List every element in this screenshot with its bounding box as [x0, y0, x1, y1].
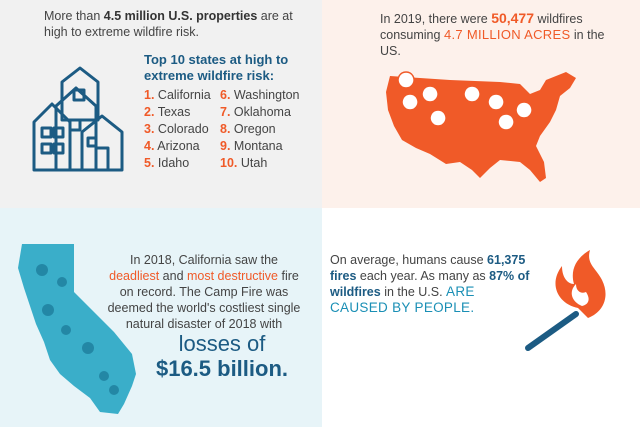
state-item: 3. Colorado: [144, 122, 209, 136]
state-item: 9. Montana: [220, 139, 283, 153]
state-item: 10. Utah: [220, 156, 268, 170]
top-states-title: Top 10 states at high to extreme wildfir…: [144, 52, 289, 83]
human-caused-text: On average, humans cause 61,375 fires ea…: [330, 253, 530, 315]
houses-icon: [32, 66, 124, 172]
state-item: 5. Idaho: [144, 156, 190, 170]
state-item: 2. Texas: [144, 105, 191, 119]
panel-properties-at-risk: More than 4.5 million U.S. properties ar…: [0, 0, 322, 208]
panel-2019-wildfires: In 2019, there were 50,477 wildfires con…: [322, 0, 640, 208]
top-states-list: 1. California 6. Washington 2. Texas 7. …: [144, 88, 314, 170]
state-item: 6. Washington: [220, 88, 300, 102]
panel-camp-fire: In 2018, California saw the deadliest an…: [0, 208, 322, 427]
us-map-icon: [386, 71, 576, 182]
losses-label: losses of: [178, 331, 266, 356]
panel-human-caused: On average, humans cause 61,375 fires ea…: [322, 208, 640, 427]
properties-intro: More than 4.5 million U.S. properties ar…: [44, 9, 293, 39]
wildfires-2019-text: In 2019, there were 50,477 wildfires con…: [380, 10, 605, 58]
camp-fire-text: In 2018, California saw the deadliest an…: [107, 253, 301, 331]
state-item: 7. Oklahoma: [220, 105, 291, 119]
match-flame-icon: [525, 250, 606, 351]
state-item: 1. California: [144, 88, 211, 102]
losses-amount: $16.5 billion.: [155, 356, 289, 381]
state-item: 8. Oregon: [220, 122, 276, 136]
state-item: 4. Arizona: [144, 139, 200, 153]
california-map-icon: [18, 244, 136, 414]
